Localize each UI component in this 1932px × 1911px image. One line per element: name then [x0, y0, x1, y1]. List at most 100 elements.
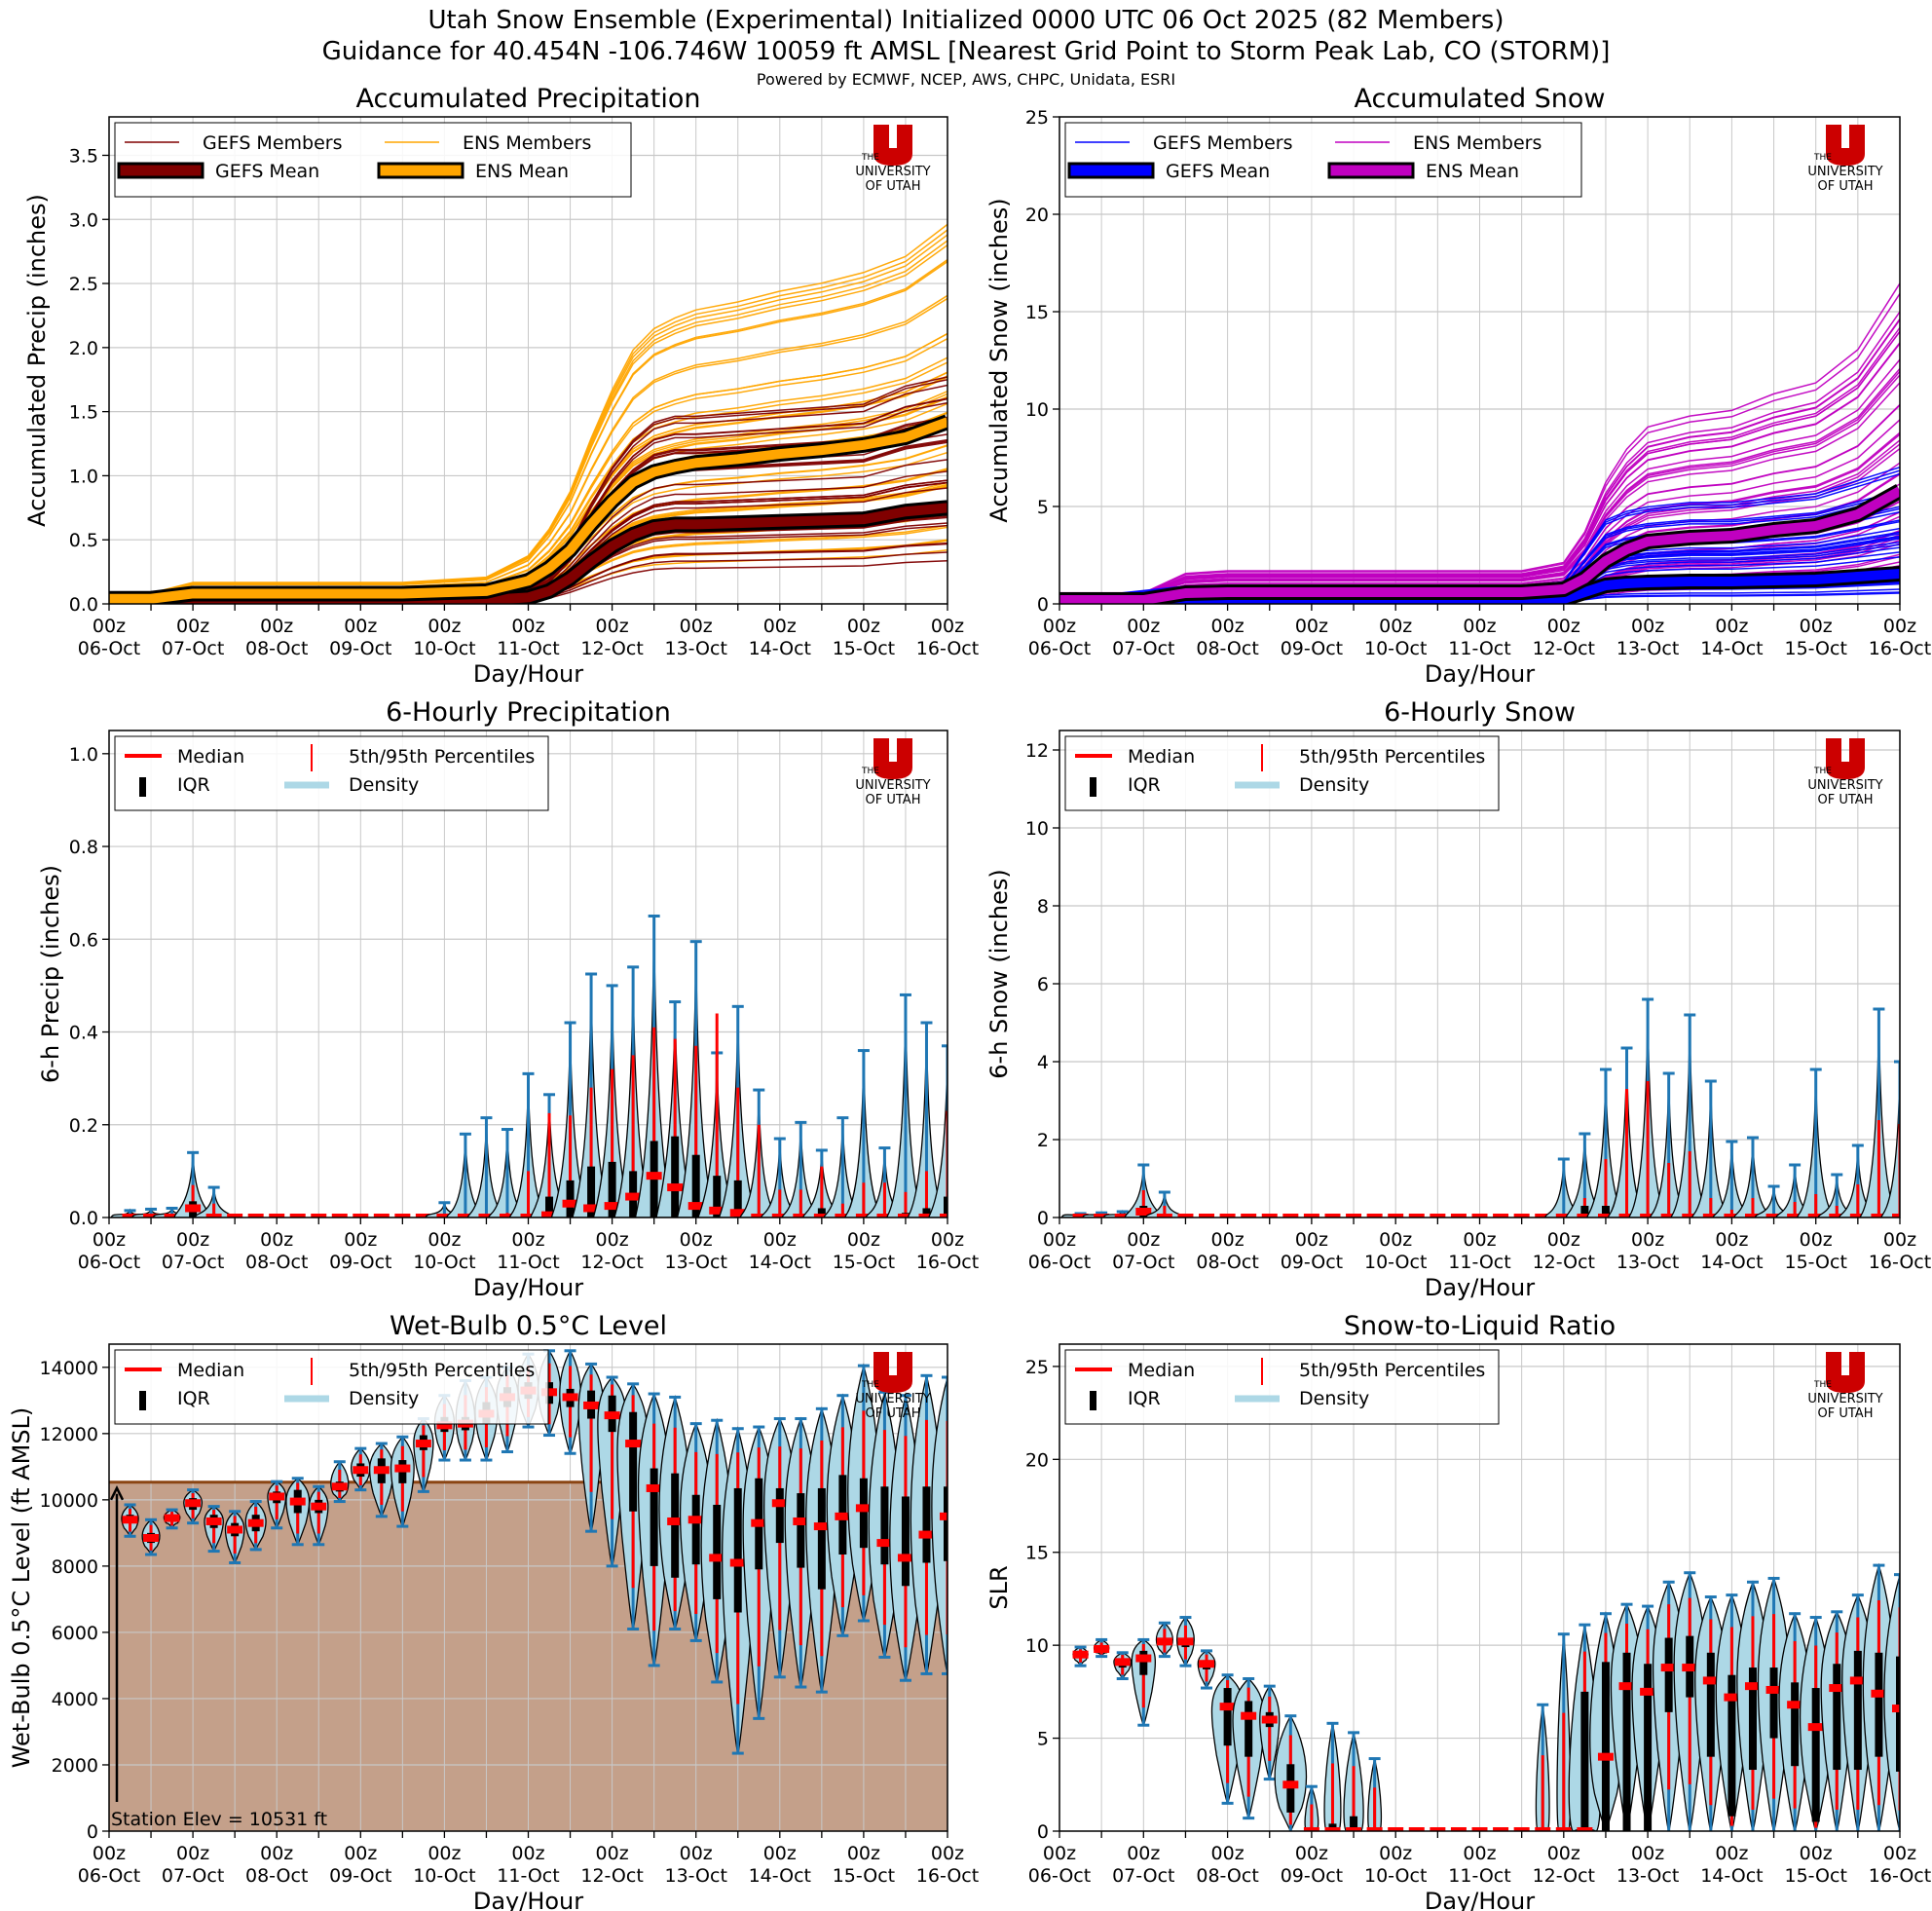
median-marker: [940, 1214, 947, 1218]
median-marker: [855, 1214, 872, 1218]
median-marker: [1199, 1660, 1215, 1668]
violin: [1131, 1637, 1157, 1727]
x-tick-label-day: 06-Oct: [1028, 1865, 1091, 1887]
x-tick-label-day: 15-Oct: [1784, 638, 1846, 659]
x-tick-label-day: 13-Oct: [1616, 1252, 1679, 1273]
median-marker: [1535, 1214, 1551, 1218]
iqr-box: [1223, 1688, 1232, 1746]
x-tick-label-hour: 00z: [344, 616, 377, 637]
x-tick-label-hour: 00z: [1547, 616, 1580, 637]
median-marker: [164, 1214, 180, 1218]
x-tick-label-hour: 00z: [1715, 616, 1748, 637]
y-tick-label: 6: [1037, 974, 1049, 995]
median-marker: [604, 1411, 620, 1420]
iqr-box: [901, 1496, 910, 1587]
figure-title-line1: Utah Snow Ensemble (Experimental) Initia…: [427, 6, 1505, 35]
median-marker: [227, 1525, 243, 1534]
median-marker: [562, 1199, 578, 1208]
x-tick-label-hour: 00z: [1379, 1843, 1412, 1864]
x-tick-label-hour: 00z: [260, 616, 293, 637]
median-marker: [1430, 1214, 1446, 1218]
median-marker: [771, 1499, 788, 1508]
x-tick-label-day: 14-Oct: [749, 1252, 811, 1273]
x-tick-label-hour: 00z: [1883, 1229, 1916, 1251]
y-tick-label: 0.0: [69, 1208, 98, 1229]
violin: [373, 1214, 390, 1218]
median-marker: [1829, 1684, 1845, 1693]
violin: [1839, 1143, 1877, 1218]
x-tick-label-hour: 00z: [1043, 1843, 1076, 1864]
iqr-box: [671, 1473, 680, 1578]
iqr-box: [1875, 1652, 1883, 1757]
x-tick-label-hour: 00z: [1547, 1229, 1580, 1251]
x-tick-label-day: 12-Oct: [580, 1252, 643, 1273]
legend-median-label: Median: [177, 1360, 244, 1381]
legend-iqr-swatch: [1090, 1391, 1096, 1410]
iqr-box: [797, 1493, 805, 1568]
x-tick-label-day: 16-Oct: [916, 1865, 979, 1887]
violin: [244, 1500, 267, 1552]
y-tick-label: 0.4: [69, 1023, 98, 1044]
median-marker: [876, 1214, 893, 1218]
median-marker: [1135, 1654, 1152, 1663]
median-marker: [331, 1482, 348, 1491]
median-marker: [185, 1204, 202, 1213]
median-marker: [373, 1214, 390, 1218]
x-tick-label-hour: 00z: [763, 616, 797, 637]
logo-of-utah-text: OF UTAH: [866, 793, 921, 807]
legend-gefs-mean-label: GEFS Mean: [215, 161, 319, 182]
median-marker: [1765, 1685, 1782, 1694]
violin: [1303, 1784, 1319, 1831]
ens-member-line: [1059, 293, 1900, 594]
median-marker: [1408, 1827, 1425, 1831]
x-tick-label-day: 08-Oct: [1196, 1865, 1258, 1887]
iqr-box: [1580, 1206, 1589, 1218]
violin: [1797, 1068, 1836, 1218]
median-marker: [143, 1533, 160, 1542]
median-marker: [185, 1499, 202, 1508]
x-tick-label-hour: 00z: [1800, 616, 1833, 637]
legend-ens-mean-label: ENS Mean: [1426, 161, 1519, 182]
violin: [1565, 1132, 1605, 1218]
ens-mean-line: [1059, 486, 1900, 604]
legend-ens-members-label: ENS Members: [1413, 132, 1542, 154]
y-tick-label: 20: [1025, 205, 1049, 226]
x-tick-label-hour: 00z: [1127, 616, 1160, 637]
violin: [1324, 1214, 1341, 1218]
median-marker: [687, 1516, 704, 1524]
x-tick-label-hour: 00z: [427, 616, 461, 637]
x-tick-label-hour: 00z: [176, 1843, 209, 1864]
median-marker: [1892, 1214, 1900, 1218]
median-marker: [1346, 1827, 1362, 1831]
y-tick-label: 14000: [40, 1358, 98, 1379]
iqr-box: [1853, 1650, 1862, 1771]
x-tick-label-hour: 00z: [93, 1843, 126, 1864]
plot-area: Station Elev = 10531 ft: [109, 1344, 947, 1831]
median-marker: [1241, 1214, 1257, 1218]
median-marker: [1471, 1827, 1488, 1831]
x-tick-label-day: 08-Oct: [245, 638, 308, 659]
violin-density: [931, 1374, 947, 1675]
median-marker: [709, 1554, 725, 1562]
y-tick-label: 10: [1025, 1635, 1049, 1657]
logo-the-text: THE: [1813, 767, 1832, 776]
chart-title: Accumulated Snow: [1354, 84, 1605, 114]
figure-title-line2: Guidance for 40.454N -106.746W 10059 ft …: [321, 37, 1611, 66]
y-tick-label: 3.0: [69, 209, 98, 231]
logo-of-utah-text: OF UTAH: [1818, 1406, 1874, 1421]
credits-text: Powered by ECMWF, NCEP, AWS, CHPC, Unida…: [756, 70, 1176, 89]
median-marker: [1135, 1208, 1152, 1216]
violin: [634, 914, 674, 1218]
median-marker: [729, 1558, 746, 1567]
median-marker: [1324, 1827, 1341, 1831]
y-tick-label: 0.5: [69, 530, 98, 551]
median-marker: [499, 1214, 515, 1218]
median-marker: [373, 1466, 390, 1475]
chart-title: Snow-to-Liquid Ratio: [1344, 1311, 1616, 1341]
y-tick-label: 0: [87, 1821, 98, 1843]
x-tick-label-day: 16-Oct: [1869, 1865, 1931, 1887]
median-marker: [771, 1214, 788, 1218]
y-tick-label: 0: [1037, 1208, 1049, 1229]
median-marker: [541, 1211, 558, 1218]
